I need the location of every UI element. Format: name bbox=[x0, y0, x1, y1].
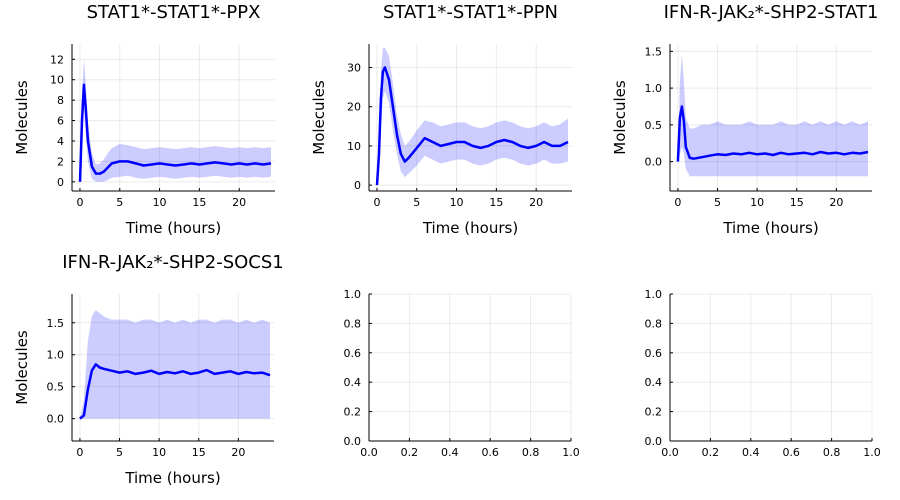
x-tick-label: 0 bbox=[76, 446, 83, 459]
x-tick-label: 20 bbox=[232, 196, 246, 209]
x-tick-label: 20 bbox=[829, 196, 843, 209]
x-tick-label: 0.0 bbox=[661, 446, 679, 459]
uncertainty-band bbox=[80, 59, 271, 182]
subplot-title: STAT1*-STAT1*-PPX bbox=[87, 2, 261, 23]
data-layer bbox=[676, 55, 869, 177]
uncertainty-band bbox=[677, 55, 868, 177]
x-tick-label: 10 bbox=[750, 196, 764, 209]
y-tick-label: 20 bbox=[347, 101, 361, 114]
subplot-grid: 0 5 10 15 20 0 2 4 6 8 10 12 STAT1*-STAT1*-PPX Time (… bbox=[13, 2, 881, 487]
x-tick-label: 0.8 bbox=[823, 446, 841, 459]
y-tick-label: 0.6 bbox=[344, 347, 362, 360]
y-tick-label: 4 bbox=[57, 135, 64, 148]
y-tick-label: 10 bbox=[50, 74, 64, 87]
y-tick-label: 0.0 bbox=[645, 435, 663, 448]
y-tick-label: 0.6 bbox=[645, 347, 663, 360]
x-tick-label: 5 bbox=[116, 446, 123, 459]
y-tick-label: 1.0 bbox=[645, 288, 663, 301]
y-axis-label: Molecules bbox=[13, 330, 31, 405]
uncertainty-band bbox=[79, 310, 271, 419]
data-layer bbox=[375, 47, 569, 186]
mean-line bbox=[79, 363, 271, 420]
y-tick-label: 1.0 bbox=[344, 288, 362, 301]
subplot-1: 0 5 10 15 20 0 2 4 6 8 10 12 STAT1*-STAT1*-PPX Time (… bbox=[13, 2, 275, 237]
y-tick-label: 12 bbox=[50, 53, 64, 66]
data-layer bbox=[78, 59, 272, 182]
x-axis-label: Time (hours) bbox=[124, 469, 220, 487]
y-axis-label: Molecules bbox=[310, 80, 328, 155]
y-tick-label: 0.0 bbox=[344, 435, 362, 448]
y-tick-label: 6 bbox=[57, 115, 64, 128]
y-axis-label: Molecules bbox=[611, 80, 629, 155]
y-axis-label: Molecules bbox=[13, 80, 31, 155]
x-axis-label: Time (hours) bbox=[422, 219, 518, 237]
x-tick-label: 15 bbox=[489, 196, 503, 209]
y-tick-label: 1.5 bbox=[47, 317, 65, 330]
y-tick-label: 8 bbox=[57, 94, 64, 107]
x-tick-label: 15 bbox=[790, 196, 804, 209]
subplot-title: IFN-R-JAK₂*-SHP2-STAT1 bbox=[664, 2, 879, 23]
x-tick-label: 5 bbox=[714, 196, 721, 209]
y-tick-label: 0.5 bbox=[47, 381, 65, 394]
x-axis-label: Time (hours) bbox=[125, 219, 221, 237]
mean-line bbox=[375, 66, 569, 186]
x-tick-label: 0 bbox=[674, 196, 681, 209]
x-tick-label: 0.8 bbox=[522, 446, 540, 459]
x-tick-label: 0.6 bbox=[481, 446, 499, 459]
x-tick-label: 0.0 bbox=[360, 446, 378, 459]
x-tick-label: 20 bbox=[231, 446, 245, 459]
data-layer bbox=[79, 310, 271, 420]
x-tick-label: 0.2 bbox=[702, 446, 720, 459]
y-tick-label: 0.8 bbox=[344, 317, 362, 330]
y-tick-label: 0 bbox=[354, 179, 361, 192]
y-tick-label: 1.0 bbox=[47, 349, 65, 362]
subplot-6: 0.0 0.2 0.4 0.6 0.8 1.0 0.0 0.2 0.4 0.6 0.8 1.0 bbox=[645, 288, 881, 459]
x-axis-label: Time (hours) bbox=[722, 219, 818, 237]
y-tick-label: 2 bbox=[57, 155, 64, 168]
subplot-title: IFN-R-JAK₂*-SHP2-SOCS1 bbox=[62, 252, 284, 273]
x-tick-label: 0.4 bbox=[441, 446, 459, 459]
y-tick-label: 0.8 bbox=[645, 317, 663, 330]
x-tick-label: 10 bbox=[450, 196, 464, 209]
subplot-title: STAT1*-STAT1*-PPN bbox=[383, 2, 558, 23]
y-tick-label: 0 bbox=[57, 176, 64, 189]
x-tick-label: 15 bbox=[192, 196, 206, 209]
x-tick-label: 20 bbox=[529, 196, 543, 209]
subplot-2: 0 5 10 15 20 0 10 20 30 STAT1*-STAT1*-PPN Time (ho… bbox=[310, 2, 572, 237]
x-tick-label: 0.2 bbox=[401, 446, 419, 459]
subplot-3: 0 5 10 15 20 0.0 0.5 1.0 1.5 IFN-R-JAK₂*-SHP2-STA… bbox=[611, 2, 878, 237]
x-tick-label: 0.6 bbox=[782, 446, 800, 459]
y-tick-label: 0.2 bbox=[344, 406, 362, 419]
y-tick-label: 0.5 bbox=[645, 119, 663, 132]
y-tick-label: 0.0 bbox=[645, 156, 663, 169]
x-tick-label: 1.0 bbox=[562, 446, 580, 459]
x-tick-label: 10 bbox=[153, 196, 167, 209]
x-tick-label: 0 bbox=[373, 196, 380, 209]
x-tick-label: 5 bbox=[413, 196, 420, 209]
uncertainty-band bbox=[377, 47, 568, 186]
subplot-5: 0.0 0.2 0.4 0.6 0.8 1.0 0.0 0.2 0.4 0.6 0.8 1.0 bbox=[344, 288, 580, 459]
x-tick-label: 15 bbox=[192, 446, 206, 459]
x-tick-label: 0.4 bbox=[742, 446, 760, 459]
y-tick-label: 0.4 bbox=[344, 376, 362, 389]
y-tick-label: 10 bbox=[347, 140, 361, 153]
x-tick-label: 1.0 bbox=[863, 446, 881, 459]
subplot-4: 0 5 10 15 20 0.0 0.5 1.0 1.5 IFN-R-JAK₂*-SHP2-SOC… bbox=[13, 252, 284, 487]
x-tick-label: 10 bbox=[152, 446, 166, 459]
x-tick-label: 5 bbox=[116, 196, 123, 209]
y-tick-label: 30 bbox=[347, 62, 361, 75]
x-tick-label: 0 bbox=[76, 196, 83, 209]
y-tick-label: 0.2 bbox=[645, 406, 663, 419]
mean-line bbox=[78, 83, 272, 182]
y-tick-label: 0.4 bbox=[645, 376, 663, 389]
y-tick-label: 1.5 bbox=[645, 45, 663, 58]
mean-line bbox=[676, 105, 869, 162]
y-tick-label: 1.0 bbox=[645, 82, 663, 95]
y-tick-label: 0.0 bbox=[47, 413, 65, 426]
